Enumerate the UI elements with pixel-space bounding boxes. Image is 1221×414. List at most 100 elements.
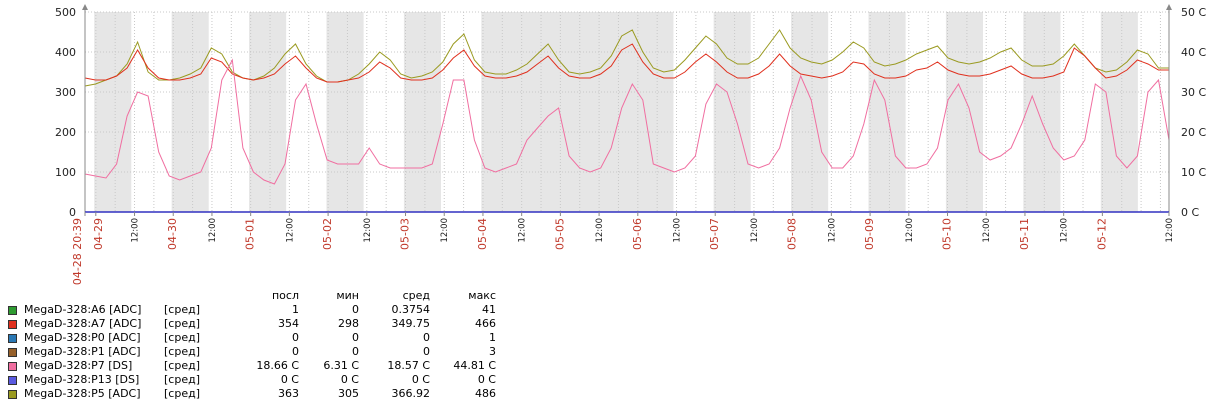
- x-tick-label-time: 12:00: [363, 218, 373, 243]
- legend-avg: 18.57 C: [387, 359, 430, 372]
- x-tick-label-time: 12:00: [285, 218, 295, 243]
- x-axis-labels: 04-28 20:39 04-29 12:00 04-30 12:00 05-01 12:0…: [71, 212, 1175, 285]
- night-band: [791, 12, 829, 212]
- x-tick-label-date: 05-09: [863, 218, 876, 250]
- legend-swatch: [8, 317, 19, 331]
- night-band: [249, 12, 287, 212]
- legend-function: [сред]: [164, 373, 200, 386]
- x-tick-label-date: 05-12: [1095, 218, 1108, 250]
- x-tick-label-time: 12:00: [673, 218, 683, 243]
- legend-max: 41: [482, 303, 496, 316]
- night-band: [1100, 12, 1138, 212]
- legend-min: 305: [338, 387, 359, 400]
- legend-min: 298: [338, 317, 359, 330]
- x-tick-label-time: 12:00: [750, 218, 760, 243]
- x-tick-label-date: 04-30: [166, 218, 179, 250]
- legend-last: 18.66 C: [256, 359, 299, 372]
- x-tick-label-time: 12:00: [982, 218, 992, 243]
- y-axis-left-arrow: [82, 4, 88, 10]
- legend-avg: 349.75: [391, 317, 431, 330]
- legend-header-avg: сред: [402, 289, 430, 302]
- x-tick-label-date: 05-03: [399, 218, 412, 250]
- night-band: [713, 12, 751, 212]
- legend-last: 354: [278, 317, 299, 330]
- legend-max: 1: [489, 331, 496, 344]
- series-line-megad-328-p5-adc-: [84, 29, 1169, 87]
- legend-function: [сред]: [164, 345, 200, 358]
- legend-function: [сред]: [164, 387, 200, 400]
- legend-last: 1: [292, 303, 299, 316]
- y-tick-right: 10 C: [1181, 166, 1206, 179]
- legend-row: MegaD-328:A7 [ADC] [сред] 354 298 349.75 466: [8, 317, 496, 331]
- x-tick-label-time: 12:00: [131, 218, 141, 243]
- y-tick-left: 200: [55, 126, 76, 139]
- x-tick-label-date: 05-06: [631, 218, 644, 250]
- legend-avg: 0 C: [411, 373, 430, 386]
- y-tick-right: 30 C: [1181, 86, 1206, 99]
- legend-series-name: MegaD-328:P7 [DS]: [24, 359, 133, 372]
- legend-avg: 0.3754: [391, 303, 431, 316]
- x-tick-label-date: 05-11: [1018, 218, 1031, 250]
- legend-series-name: MegaD-328:P1 [ADC]: [24, 345, 141, 358]
- legend-swatch: [8, 331, 19, 345]
- legend-color-swatch: [8, 333, 17, 343]
- legend-row: MegaD-328:P13 [DS] [сред] 0 C 0 C 0 C 0 C: [8, 373, 496, 387]
- series-line-megad-328-a7-adc-: [84, 43, 1169, 83]
- legend-function: [сред]: [164, 331, 200, 344]
- x-tick-label-date: 05-01: [244, 218, 257, 250]
- legend-table: посл мин сред макс MegaD-328:A6 [ADC] [ср…: [8, 289, 496, 401]
- night-band: [945, 12, 984, 212]
- legend-color-swatch: [8, 305, 17, 315]
- legend-min: 0 C: [340, 373, 359, 386]
- y-axis-right-arrow: [1166, 4, 1172, 10]
- x-tick-label-date: 05-02: [321, 218, 334, 250]
- legend-swatch: [8, 387, 19, 401]
- legend-series-name: MegaD-328:P13 [DS]: [24, 373, 140, 386]
- axes: [82, 4, 1172, 213]
- legend-color-swatch: [8, 375, 17, 385]
- legend-last: 0: [292, 345, 299, 358]
- legend-max: 44.81 C: [453, 359, 496, 372]
- chart: 0 100 200 300 400 500 0 C 10 C 20 C 30 C 40 C 50 C…: [55, 4, 1206, 285]
- legend-swatch: [8, 373, 19, 387]
- legend-series-name: MegaD-328:P5 [ADC]: [24, 387, 141, 400]
- y-tick-left: 300: [55, 86, 76, 99]
- y-tick-right: 50 C: [1181, 6, 1206, 19]
- legend-function: [сред]: [164, 359, 200, 372]
- y-tick-right: 0 C: [1181, 206, 1199, 219]
- legend-min: 0: [352, 303, 359, 316]
- legend-swatch: [8, 303, 19, 317]
- x-tick-label-date: 05-10: [941, 218, 954, 250]
- legend-max: 3: [489, 345, 496, 358]
- legend-min: 0: [352, 331, 359, 344]
- y-tick-left: 500: [55, 6, 76, 19]
- legend-header-max: макс: [468, 289, 496, 302]
- legend-row: MegaD-328:P7 [DS] [сред] 18.66 C 6.31 C 18.5…: [8, 359, 496, 373]
- legend-color-swatch: [8, 389, 17, 399]
- night-band: [171, 12, 209, 212]
- legend-min: 6.31 C: [323, 359, 359, 372]
- legend-header-min: мин: [336, 289, 359, 302]
- y-tick-left: 100: [55, 166, 76, 179]
- legend-max: 466: [475, 317, 496, 330]
- legend-last: 0 C: [280, 373, 299, 386]
- y-tick-right: 20 C: [1181, 126, 1206, 139]
- x-tick-label-time: 12:00: [1060, 218, 1070, 243]
- x-tick-label-date: 05-04: [476, 218, 489, 250]
- night-band: [326, 12, 364, 212]
- legend-function: [сред]: [164, 317, 200, 330]
- x-tick-label-date: 05-08: [786, 218, 799, 250]
- x-tick-label-date: 04-29: [92, 218, 105, 250]
- y-axis-right-labels: 0 C 10 C 20 C 30 C 40 C 50 C: [1181, 6, 1206, 219]
- x-tick-label-time: 12:00: [518, 218, 528, 243]
- legend-color-swatch: [8, 319, 17, 329]
- legend-header-last: посл: [271, 289, 299, 302]
- x-tick-label-date: 05-05: [553, 218, 566, 250]
- x-tick-label-date: 04-28 20:39: [71, 218, 84, 285]
- night-band: [481, 12, 674, 212]
- x-tick-label-time: 12:00: [208, 218, 218, 243]
- legend-row: MegaD-328:A6 [ADC] [сред] 1 0 0.3754 41: [8, 303, 496, 317]
- y-axis-left-labels: 0 100 200 300 400 500: [55, 6, 76, 219]
- legend-series-name: MegaD-328:A6 [ADC]: [24, 303, 142, 316]
- legend-max: 0 C: [477, 373, 496, 386]
